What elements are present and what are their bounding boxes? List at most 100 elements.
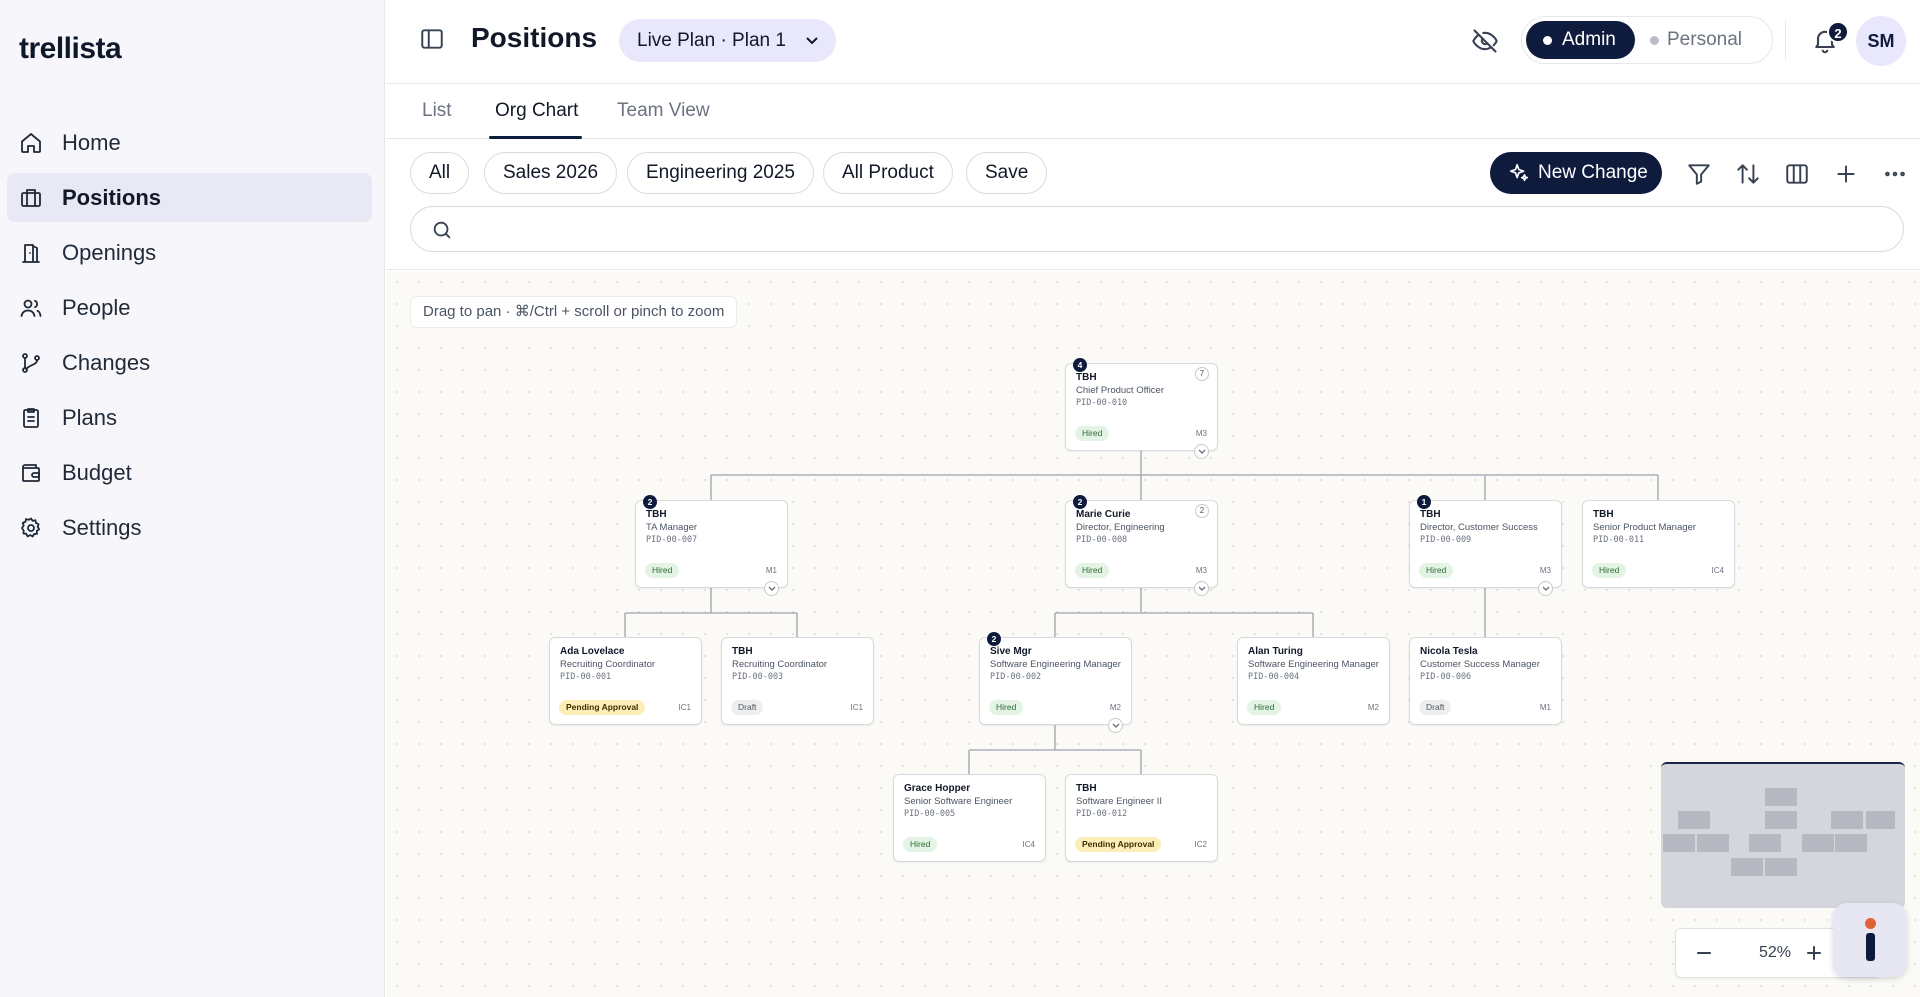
- sidebar-toggle-button[interactable]: [419, 26, 445, 52]
- minimap[interactable]: [1661, 762, 1905, 908]
- level-label: IC4: [1022, 840, 1035, 849]
- position-role: Recruiting Coordinator: [732, 659, 828, 670]
- position-role: Director, Customer Success: [1420, 522, 1538, 533]
- zoom-level: 52%: [1758, 944, 1792, 961]
- org-card-alan-turing[interactable]: Alan Turing Software Engineering Manager…: [1237, 637, 1390, 725]
- expand-toggle[interactable]: [1108, 718, 1123, 733]
- level-label: IC1: [850, 703, 863, 712]
- zoom-out-button[interactable]: [1692, 941, 1716, 965]
- filter-chip-sales-2026[interactable]: Sales 2026: [484, 152, 618, 194]
- org-card-senior-product-manager[interactable]: TBH Senior Product Manager PID-00-011 Hi…: [1582, 500, 1735, 588]
- org-card-ta-manager[interactable]: 2 TBH TA Manager PID-00-007 Hired M1: [635, 495, 788, 596]
- chevron-down-icon: [1198, 586, 1206, 591]
- help-widget-button[interactable]: [1833, 903, 1907, 977]
- clipboard-icon: [23, 407, 39, 428]
- filter-chip-all-product[interactable]: All Product: [823, 152, 953, 194]
- position-id: PID-00-002: [990, 672, 1042, 682]
- sidebar-item-changes[interactable]: Changes: [7, 338, 372, 387]
- status-badge: Hired: [1419, 563, 1454, 578]
- position-name: Alan Turing: [1248, 646, 1303, 657]
- sidebar-item-plans[interactable]: Plans: [7, 393, 372, 442]
- zoom-in-button[interactable]: [1802, 941, 1826, 965]
- org-card-grace-hopper[interactable]: Grace Hopper Senior Software Engineer PI…: [893, 774, 1046, 862]
- level-label: IC4: [1711, 566, 1724, 575]
- position-id: PID-00-011: [1593, 535, 1645, 545]
- position-name: TBH: [646, 509, 667, 520]
- position-role: Software Engineering Manager: [990, 659, 1121, 670]
- save-view-button[interactable]: Save: [966, 152, 1048, 194]
- search-icon: [433, 221, 451, 239]
- more-horizontal-icon: [1885, 171, 1905, 177]
- plus-icon: [1807, 946, 1821, 960]
- sidebar-item-positions[interactable]: Positions: [7, 173, 372, 222]
- minimap-node: [1697, 834, 1729, 852]
- plus-icon: [1837, 165, 1855, 183]
- add-button[interactable]: [1833, 161, 1859, 187]
- position-role: Director, Engineering: [1076, 522, 1165, 533]
- direct-reports-badge: 2: [643, 495, 657, 509]
- new-change-button[interactable]: New Change: [1490, 152, 1662, 194]
- position-role: Senior Product Manager: [1593, 522, 1696, 533]
- org-chart-canvas[interactable]: Drag to pan · ⌘/Ctrl + scroll or pinch t…: [386, 271, 1920, 997]
- org-card-cpo[interactable]: 4 7 TBH Chief Product Officer PID-00-010…: [1065, 358, 1218, 459]
- panel-left-icon: [421, 29, 443, 49]
- columns-icon: [1786, 164, 1808, 184]
- position-role: Recruiting Coordinator: [560, 659, 656, 670]
- position-id: PID-00-012: [1076, 809, 1128, 819]
- briefcase-icon: [21, 188, 41, 207]
- plan-select[interactable]: Live Plan · Plan 1: [619, 19, 836, 62]
- status-badge: Hired: [1592, 563, 1627, 578]
- position-name: Sive Mgr: [990, 646, 1032, 657]
- level-label: M2: [1367, 703, 1379, 712]
- org-card-nicola-tesla[interactable]: Nicola Tesla Customer Success Manager PI…: [1409, 637, 1562, 725]
- info-icon-bar: [1866, 933, 1875, 961]
- mode-admin-button[interactable]: Admin: [1526, 21, 1635, 59]
- level-label: M3: [1539, 566, 1551, 575]
- sidebar-nav: Home Positions Openings People Changes P…: [7, 118, 372, 558]
- sparkle-icon: [1509, 163, 1529, 182]
- chevron-down-icon: [806, 37, 818, 45]
- app-logo[interactable]: trellista: [19, 32, 122, 65]
- more-options-button[interactable]: [1882, 161, 1908, 187]
- sidebar-item-settings[interactable]: Settings: [7, 503, 372, 552]
- org-card-ada-lovelace[interactable]: Ada Lovelace Recruiting Coordinator PID-…: [549, 637, 702, 725]
- wallet-icon: [22, 463, 40, 482]
- sidebar-item-people[interactable]: People: [7, 283, 372, 332]
- position-id: PID-00-009: [1420, 535, 1472, 545]
- org-chart-connectors: [624, 451, 1659, 777]
- org-card-director-customer-success[interactable]: 1 TBH Director, Customer Success PID-00-…: [1409, 495, 1562, 596]
- sort-button[interactable]: [1735, 161, 1761, 187]
- expand-toggle[interactable]: [1194, 444, 1209, 459]
- filter-button[interactable]: [1686, 161, 1712, 187]
- pan-zoom-hint: Drag to pan · ⌘/Ctrl + scroll or pinch t…: [410, 296, 738, 328]
- tab-org-chart[interactable]: Org Chart: [495, 100, 579, 121]
- status-badge: Pending Approval: [1075, 837, 1162, 852]
- tab-team-view[interactable]: Team View: [617, 100, 710, 121]
- mode-personal-button[interactable]: Personal: [1642, 21, 1742, 59]
- sidebar-item-home[interactable]: Home: [7, 118, 372, 167]
- position-role: Chief Product Officer: [1076, 385, 1165, 396]
- tab-list[interactable]: List: [422, 100, 452, 121]
- filter-icon: [1688, 164, 1710, 185]
- avatar[interactable]: SM: [1856, 16, 1906, 66]
- sidebar-item-label: Settings: [62, 514, 142, 540]
- org-card-sive-mgr[interactable]: 2 Sive Mgr Software Engineering Manager …: [979, 632, 1132, 733]
- status-badge: Hired: [1075, 426, 1110, 441]
- mode-switch: Admin Personal: [1521, 16, 1773, 64]
- filter-chip-engineering-2025[interactable]: Engineering 2025: [627, 152, 814, 194]
- expand-toggle[interactable]: [1538, 581, 1553, 596]
- search-input[interactable]: [465, 211, 1885, 247]
- level-label: M3: [1195, 429, 1207, 438]
- sidebar-item-budget[interactable]: Budget: [7, 448, 372, 497]
- door-icon: [22, 243, 40, 263]
- org-card-software-engineer-ii[interactable]: TBH Software Engineer II PID-00-012 Pend…: [1065, 774, 1218, 862]
- sidebar-item-openings[interactable]: Openings: [7, 228, 372, 277]
- org-card-director-engineering[interactable]: 2 2 Marie Curie Director, Engineering PI…: [1065, 495, 1218, 596]
- expand-toggle[interactable]: [764, 581, 779, 596]
- filter-chip-all[interactable]: All: [410, 152, 470, 194]
- expand-toggle[interactable]: [1194, 581, 1209, 596]
- columns-button[interactable]: [1784, 161, 1810, 187]
- plan-select-value: Live Plan · Plan 1: [637, 30, 786, 51]
- hide-sensitive-button[interactable]: [1471, 27, 1499, 55]
- org-card-recruiting-coordinator[interactable]: TBH Recruiting Coordinator PID-00-003 Dr…: [721, 637, 874, 725]
